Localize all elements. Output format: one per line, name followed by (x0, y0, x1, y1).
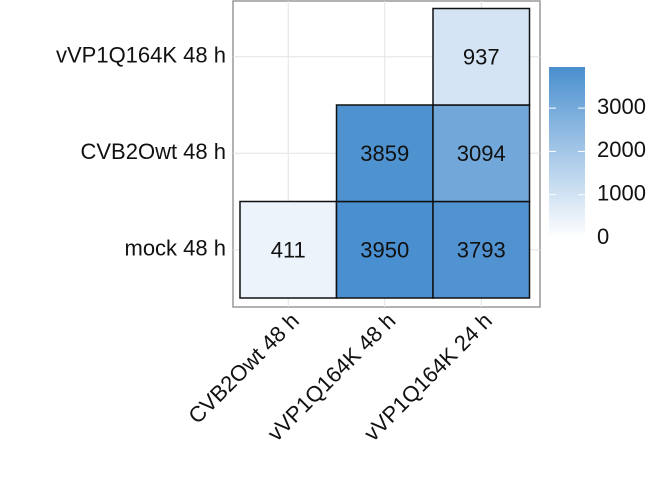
colorbar-tick-label: 1000 (597, 181, 646, 206)
cell-label: 3094 (457, 141, 506, 166)
cell (432, 7, 531, 106)
y-tick-label: mock 48 h (125, 236, 227, 261)
cell (335, 104, 434, 203)
cell-label: 3950 (360, 238, 409, 263)
colorbar-tick-label: 3000 (597, 94, 646, 119)
cell-label: 411 (271, 238, 306, 263)
cell-label: 937 (463, 45, 500, 70)
colorbar-tick-label: 2000 (597, 137, 646, 162)
cell (432, 104, 531, 203)
y-tick-label: vVP1Q164K 48 h (56, 43, 226, 68)
colorbar (549, 67, 585, 238)
cell-label: 3859 (360, 141, 409, 166)
y-tick-label: CVB2Owt 48 h (80, 139, 226, 164)
cell-label: 3793 (457, 238, 506, 263)
colorbar-tick-label: 0 (597, 224, 609, 249)
